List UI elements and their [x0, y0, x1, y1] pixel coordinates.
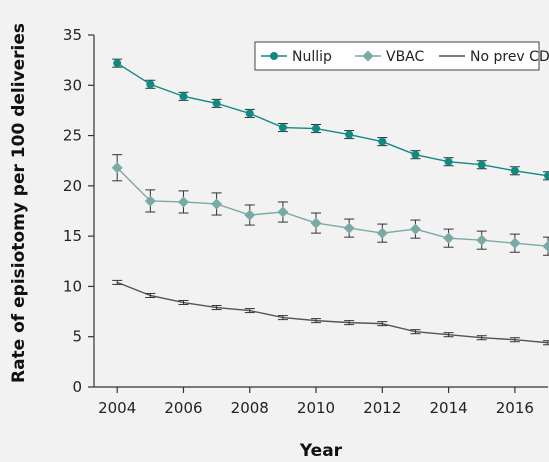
data-point — [443, 232, 455, 244]
x-axis-title: Year — [299, 441, 343, 461]
legend-label: VBAC — [386, 49, 425, 65]
series-no-prev-cd — [112, 279, 549, 346]
y-tick-label: 10 — [63, 277, 82, 295]
y-tick-label: 30 — [63, 76, 82, 94]
series-line — [116, 281, 549, 344]
data-point — [245, 109, 254, 118]
x-tick-label: 2012 — [363, 399, 401, 417]
data-point — [444, 157, 453, 166]
legend-box — [254, 41, 540, 71]
y-axis-title: Rate of episiotomy per 100 deliveries — [9, 23, 29, 383]
data-point — [111, 162, 123, 174]
data-point — [376, 227, 388, 239]
x-tick-label: 2008 — [231, 399, 269, 417]
series-vbac — [111, 154, 549, 256]
data-point — [211, 198, 223, 210]
y-tick-label: 15 — [63, 227, 82, 245]
data-point — [278, 123, 287, 132]
data-point — [310, 217, 322, 229]
axes: 0 5 10 15 20 25 30 35 2004 2006 2008 2010 2012 2014 20… — [63, 26, 548, 417]
data-point — [510, 166, 519, 175]
data-point — [144, 195, 156, 207]
series-line — [116, 167, 549, 247]
data-point — [212, 99, 221, 108]
data-point — [312, 124, 321, 133]
y-tick-label: 25 — [63, 127, 82, 145]
legend-marker — [270, 52, 278, 60]
data-point — [409, 223, 421, 235]
data-point — [509, 237, 521, 249]
data-point — [542, 240, 549, 252]
data-point — [477, 160, 486, 169]
data-point — [411, 150, 420, 159]
legend-label: No prev CD — [470, 49, 549, 65]
x-tick-label: 2004 — [98, 399, 136, 417]
series-nullip — [112, 58, 549, 181]
series-layer — [111, 58, 549, 346]
y-tick-label: 0 — [72, 378, 82, 396]
series-line — [116, 62, 549, 177]
x-tick-label: 2016 — [496, 399, 534, 417]
legend-label: Nullip — [292, 49, 332, 65]
data-point — [277, 206, 289, 218]
data-point — [343, 222, 355, 234]
x-tick-label: 2010 — [297, 399, 335, 417]
data-point — [544, 171, 549, 180]
data-point — [146, 80, 155, 89]
x-tick-label: 2006 — [164, 399, 202, 417]
data-point — [179, 92, 188, 101]
legend-marker — [362, 50, 374, 62]
legend: Nullip VBAC No prev CD — [254, 41, 549, 71]
data-point — [476, 234, 488, 246]
data-point — [113, 59, 122, 68]
data-point — [177, 196, 189, 208]
data-point — [345, 130, 354, 139]
x-tick-label: 2014 — [429, 399, 467, 417]
data-point — [244, 209, 256, 221]
y-tick-label: 35 — [63, 26, 82, 44]
y-tick-label: 20 — [63, 177, 82, 195]
data-point — [378, 137, 387, 146]
y-tick-label: 5 — [72, 328, 82, 346]
